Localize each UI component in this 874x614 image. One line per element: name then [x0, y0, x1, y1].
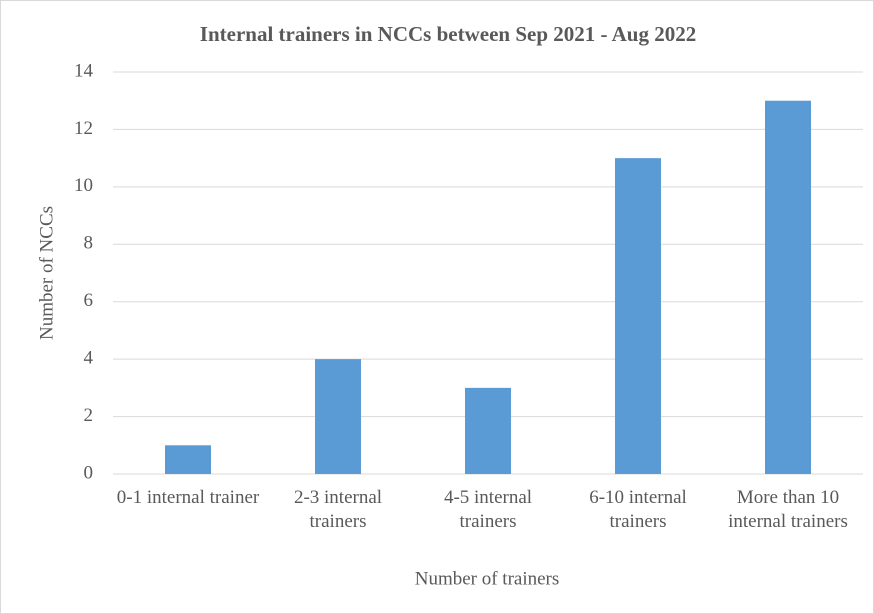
- bar: [765, 100, 811, 474]
- x-tick-label: 0-1 internal trainer: [116, 487, 260, 508]
- y-tick-label: 4: [84, 348, 94, 369]
- bar: [315, 359, 361, 474]
- y-tick-label: 6: [84, 290, 94, 311]
- y-tick-label: 12: [74, 118, 93, 139]
- y-tick-label: 14: [74, 60, 94, 81]
- y-tick-label: 8: [84, 233, 94, 254]
- x-tick-label: 6-10 internal trainers: [589, 487, 687, 532]
- y-tick-label: 10: [74, 175, 93, 196]
- chart-title: Internal trainers in NCCs between Sep 20…: [200, 22, 696, 46]
- y-tick-label: 0: [84, 462, 94, 483]
- bar: [615, 158, 661, 474]
- x-tick-label: More than 10 internal trainers: [728, 487, 848, 532]
- x-tick-label: 2-3 internal trainers: [293, 487, 383, 532]
- x-axis-label: Number of trainers: [415, 568, 560, 589]
- y-axis-label: Number of NCCs: [36, 206, 57, 340]
- bar: [165, 445, 211, 474]
- y-tick-label: 2: [84, 405, 94, 426]
- bar: [465, 387, 511, 474]
- x-tick-label: 4-5 internal trainers: [443, 487, 533, 532]
